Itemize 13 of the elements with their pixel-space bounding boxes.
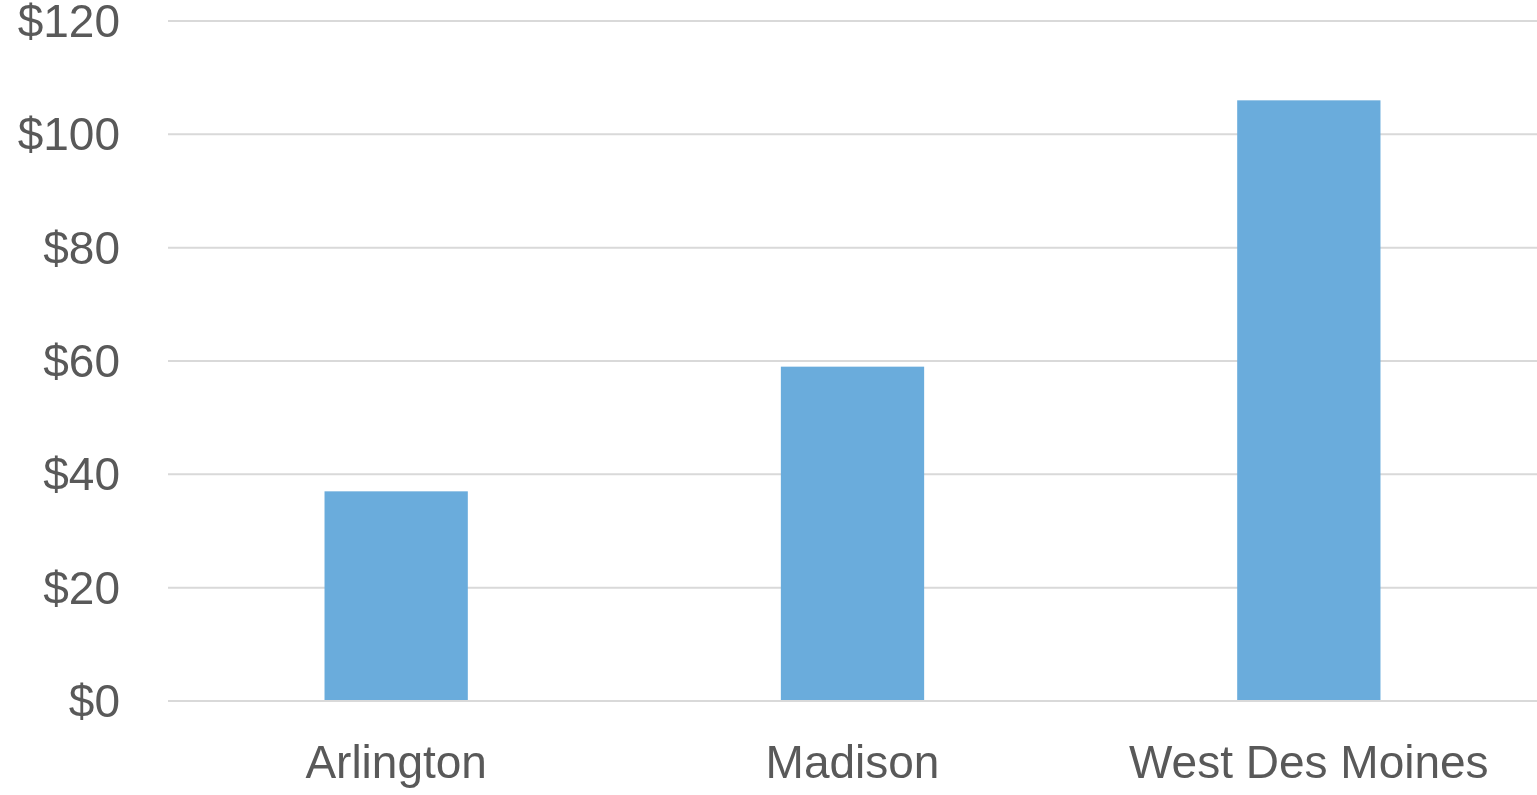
x-tick-label: Arlington [305, 736, 487, 788]
y-tick-label: $0 [68, 675, 120, 728]
bar [1237, 100, 1381, 701]
y-tick-label: $40 [43, 448, 120, 501]
y-tick-label: $120 [17, 0, 120, 48]
x-tick-label: Madison [765, 736, 940, 788]
y-tick-label: $60 [43, 335, 120, 388]
y-tick-label: $80 [43, 221, 120, 274]
y-tick-label: $100 [17, 108, 120, 161]
bar [324, 491, 468, 701]
y-tick-label: $20 [43, 561, 120, 614]
bar [780, 366, 925, 701]
x-tick-label: West Des Moines [1129, 736, 1489, 788]
